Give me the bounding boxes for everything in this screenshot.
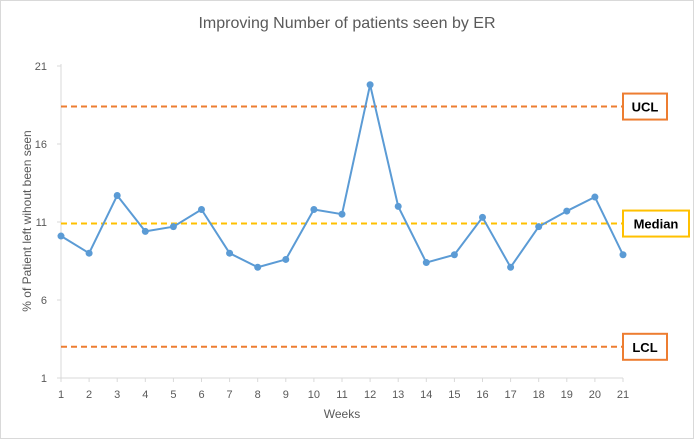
x-tick-label: 17 (504, 389, 516, 401)
x-tick-label: 11 (336, 389, 347, 401)
data-point (591, 193, 599, 201)
ucl-label: UCL (632, 100, 659, 115)
x-tick-label: 18 (533, 389, 545, 401)
data-point (535, 223, 543, 231)
x-tick-label: 14 (420, 389, 432, 401)
x-tick-label: 1 (58, 389, 64, 401)
data-point (619, 251, 627, 259)
data-point (282, 255, 290, 263)
x-tick-label: 4 (142, 389, 148, 401)
x-axis-title: Weeks (324, 407, 360, 421)
x-tick-label: 6 (198, 389, 204, 401)
chart-title: Improving Number of patients seen by ER (198, 15, 495, 32)
data-point (113, 191, 121, 199)
x-tick-label: 21 (617, 389, 629, 401)
data-point (479, 213, 486, 221)
series-line (60, 83, 624, 269)
x-tick-label: 13 (392, 389, 404, 401)
y-tick-label: 1 (41, 373, 47, 385)
data-point (254, 263, 262, 271)
data-point (450, 251, 458, 259)
x-tick-label: 12 (364, 389, 376, 401)
y-tick-label: 16 (35, 139, 47, 151)
data-point (198, 206, 205, 214)
data-point (310, 206, 318, 214)
data-point (141, 227, 149, 235)
data-point (169, 223, 177, 231)
x-tick-label: 5 (170, 389, 176, 401)
lcl-label-box (622, 332, 668, 361)
median-label-box (622, 209, 690, 238)
data-point (85, 249, 93, 257)
y-tick-label: 11 (36, 217, 47, 229)
data-point (394, 202, 402, 210)
data-point (57, 232, 65, 240)
x-tick-label: 3 (114, 389, 120, 401)
x-tick-label: 2 (86, 389, 92, 401)
data-point (422, 259, 430, 267)
median-label: Median (634, 217, 679, 232)
x-tick-label: 20 (589, 389, 601, 401)
x-tick-label: 7 (227, 389, 233, 401)
x-tick-label: 9 (283, 389, 289, 401)
data-point (338, 210, 346, 218)
x-tick-label: 10 (308, 389, 320, 401)
data-point (507, 263, 515, 271)
data-point (563, 207, 571, 215)
data-point (226, 249, 234, 257)
ucl-label-box (622, 92, 668, 121)
data-point (366, 81, 374, 89)
x-tick-label: 8 (255, 389, 261, 401)
y-tick-label: 21 (35, 61, 47, 73)
y-tick-label: 6 (41, 295, 47, 307)
y-axis-title: % of Patient left wihout been seen (20, 130, 34, 311)
lcl-label: LCL (632, 340, 657, 355)
x-tick-label: 19 (561, 389, 573, 401)
x-tick-label: 16 (476, 389, 488, 401)
x-tick-label: 15 (448, 389, 460, 401)
